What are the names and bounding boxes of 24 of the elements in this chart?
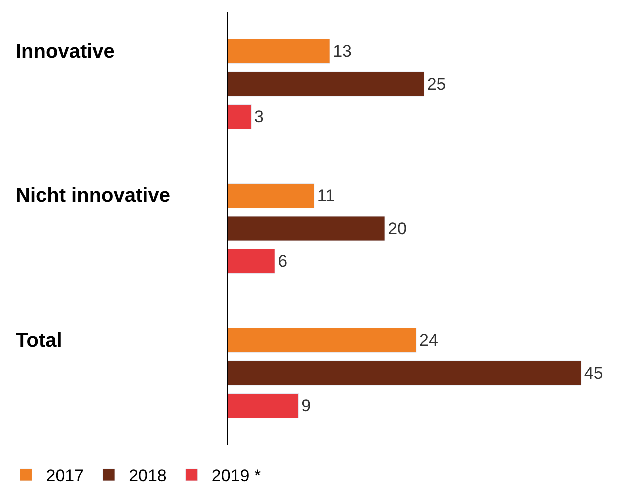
data-label: 9 [302, 396, 312, 416]
legend-label: 2017 [46, 466, 84, 486]
data-label: 20 [388, 219, 407, 238]
bar [228, 216, 386, 242]
bar [228, 328, 417, 354]
legend-label: 2019 * [212, 466, 262, 486]
data-label: 6 [278, 252, 288, 272]
y-tick-label: Innovative [16, 41, 115, 63]
data-label: 3 [254, 108, 264, 127]
bar [228, 360, 582, 386]
bar [228, 38, 330, 64]
bar [228, 393, 299, 419]
bar [228, 183, 315, 209]
y-tick-label: Total [16, 330, 62, 352]
bar [228, 72, 425, 97]
y-tick-label: Nicht innovative [16, 185, 170, 207]
bar [228, 248, 276, 274]
data-label: 11 [317, 186, 336, 206]
legend-label: 2018 [129, 466, 167, 486]
data-label: 25 [427, 74, 446, 94]
data-label: 45 [584, 364, 604, 383]
data-label: 24 [419, 331, 438, 350]
bar [228, 104, 252, 130]
data-label: 13 [333, 42, 352, 61]
